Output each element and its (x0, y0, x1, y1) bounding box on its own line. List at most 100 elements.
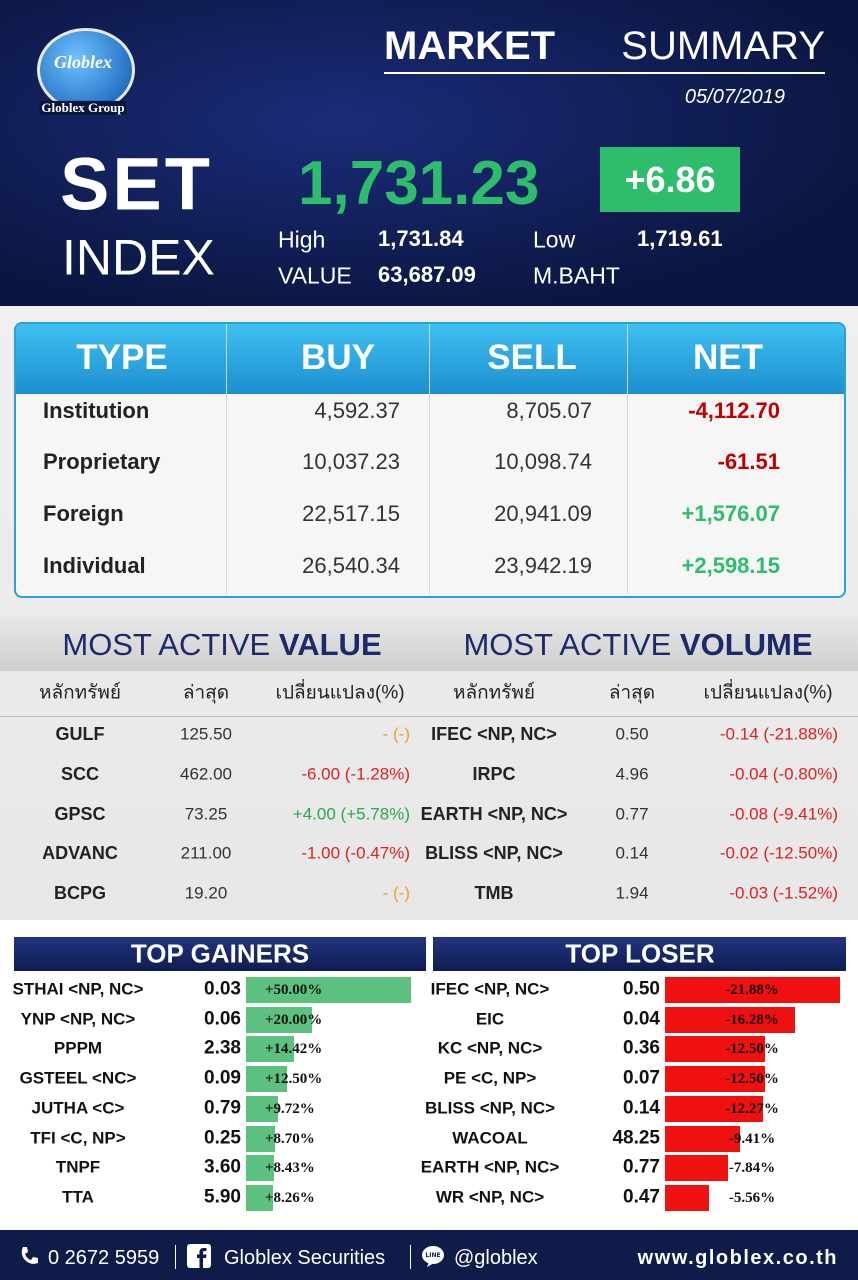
index-change: +6.86 (624, 159, 716, 201)
last-price: 0.50 (615, 724, 649, 744)
losers-header (433, 937, 846, 971)
price: 0.09 (204, 1067, 241, 1089)
symbol: TMB (474, 883, 514, 904)
section-title-text: MOST ACTIVE (463, 626, 672, 662)
investor-table-frame (14, 322, 846, 598)
net: +1,576.07 (681, 500, 780, 526)
active-rule (0, 716, 858, 717)
price: 2.38 (204, 1037, 241, 1059)
net: -61.51 (717, 448, 780, 474)
column-divider (627, 324, 628, 594)
value: 1,731.84 (378, 225, 464, 251)
change-bar (246, 1155, 274, 1182)
last-price: 4.96 (615, 764, 649, 784)
price: 0.36 (623, 1037, 660, 1059)
change-label: +20.00% (265, 1011, 323, 1028)
price: 0.06 (204, 1008, 241, 1030)
line-id: @globlex (454, 1247, 538, 1269)
symbol: PPPM (53, 1039, 103, 1059)
change-label: -9.41% (728, 1130, 776, 1147)
column-header: SELL (487, 337, 577, 377)
change: -0.14 (-21.88%) (719, 724, 838, 744)
investor-type: Institution (43, 397, 150, 423)
last-price: 211.00 (180, 844, 232, 864)
symbol: STHAI <NP, NC> (12, 979, 144, 999)
change-label: +12.50% (265, 1070, 323, 1087)
change: -0.02 (-12.50%) (719, 844, 838, 864)
last-price: 1.94 (615, 883, 649, 903)
symbol: SCC (60, 763, 100, 784)
change-label: -12.27% (725, 1100, 779, 1117)
change-bar (665, 1155, 728, 1182)
symbol: PE <C, NP> (443, 1068, 537, 1088)
symbol: TTA (62, 1187, 94, 1207)
index-value: 1,731.23 (298, 148, 540, 218)
phone-icon (21, 1247, 38, 1264)
buy: 22,517.15 (302, 500, 400, 526)
column-divider (226, 324, 227, 594)
title-rule (384, 72, 825, 74)
column-header: หลักทรัพย์ (452, 682, 536, 704)
change: -0.08 (-9.41%) (729, 804, 838, 824)
price: 0.50 (623, 978, 660, 1000)
price: 0.47 (623, 1186, 660, 1208)
symbol: BLISS <NP, NC> (424, 1098, 556, 1118)
last-price: 0.77 (615, 804, 649, 824)
investor-type: Individual (43, 552, 146, 578)
price: 48.25 (612, 1127, 660, 1149)
column-header: หลักทรัพย์ (38, 682, 122, 704)
svg-text:LINE: LINE (425, 1252, 440, 1259)
logo-text: Globlex (54, 52, 112, 73)
symbol: BLISS <NP, NC> (425, 843, 563, 864)
price: 0.04 (623, 1008, 660, 1030)
section-title-bold: VALUE (278, 626, 382, 662)
label: Low (533, 226, 576, 253)
symbol: IRPC (472, 763, 516, 784)
change-label: +8.26% (265, 1189, 315, 1206)
symbol: YNP <NP, NC> (20, 1009, 136, 1029)
change: - (-) (382, 724, 410, 744)
mover-title: TOP LOSER (565, 938, 715, 969)
change-bar (665, 1184, 710, 1211)
price: 0.25 (204, 1127, 241, 1149)
buy: 10,037.23 (302, 448, 400, 474)
column-header: TYPE (76, 337, 168, 377)
active-title-band (0, 615, 858, 671)
change-bar (665, 1006, 796, 1033)
buy: 4,592.37 (314, 397, 400, 423)
price: 0.77 (623, 1156, 660, 1178)
sell: 20,941.09 (494, 500, 592, 526)
section-title: MOST ACTIVE VOLUME (463, 626, 812, 662)
change-bar (246, 1184, 274, 1211)
column-header: เปลี่ยนแปลง(%) (703, 682, 833, 704)
date: 05/07/2019 (684, 86, 785, 108)
net: +2,598.15 (681, 552, 780, 578)
symbol: GULF (55, 724, 105, 745)
column-header: BUY (301, 337, 375, 377)
symbol: GSTEEL <NC> (19, 1068, 137, 1088)
price: 0.14 (623, 1097, 660, 1119)
symbol: BCPG (53, 883, 107, 904)
symbol: WR <NP, NC> (435, 1187, 545, 1207)
title-bold: MARKET (384, 24, 556, 68)
section-title: MOST ACTIVE VALUE (62, 626, 382, 662)
logo (37, 28, 135, 112)
title-rest: SUMMARY (621, 24, 825, 68)
logo-caption: Globlex Group (39, 99, 127, 116)
price: 0.03 (204, 978, 241, 1000)
column-divider (429, 324, 430, 594)
change: -0.03 (-1.52%) (729, 883, 838, 903)
change-label: -12.50% (725, 1070, 779, 1087)
change-label: -16.28% (725, 1011, 779, 1028)
change-box (600, 147, 740, 212)
change-label: -5.56% (728, 1189, 776, 1206)
line-icon: LINE (422, 1246, 444, 1267)
label: High (278, 226, 326, 253)
column-header: NET (693, 337, 763, 377)
price: 3.60 (204, 1156, 241, 1178)
change-label: -12.50% (725, 1041, 779, 1058)
change-label: +8.70% (265, 1130, 315, 1147)
price: 5.90 (204, 1186, 241, 1208)
symbol: TFI <C, NP> (30, 1128, 126, 1148)
price: 0.07 (623, 1067, 660, 1089)
